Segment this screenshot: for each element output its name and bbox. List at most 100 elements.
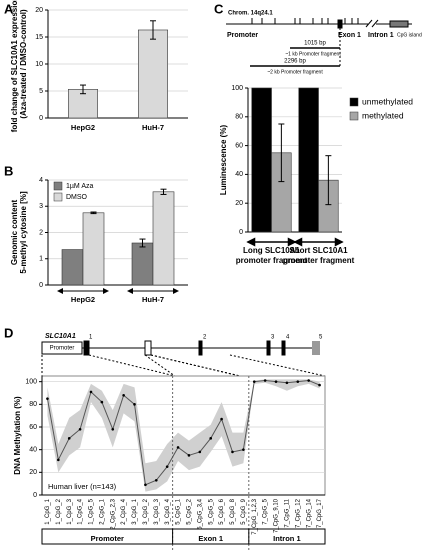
cpg-ticks [251, 18, 359, 24]
x-tick-label: 5_CpG_3,4 [197, 498, 203, 529]
x-tick-label: Long SLC10A1 promoter fragment [235, 246, 308, 265]
x-tick-label: 3_CpG_4 [165, 498, 171, 524]
short-label: ~1 kb Promoter fragment [285, 51, 341, 57]
y-tick-label: 20 [29, 469, 37, 476]
x-tick-label: Short SLC10A1 promoter fragment [282, 246, 355, 265]
long-label: ~2 kb Promoter fragment [267, 69, 323, 75]
point [307, 379, 310, 382]
y-axis-label: Genomic content [10, 199, 19, 265]
point [318, 383, 321, 387]
short-bp: 1015 bp [304, 41, 326, 47]
x-tick-label: 3_CpG_1 [132, 498, 138, 524]
point [252, 380, 256, 383]
x-tick-label: 5_CpG_2 [187, 498, 193, 524]
x-tick-label: HuH-7 [142, 295, 164, 304]
annotation: Human liver (n=143) [48, 482, 117, 491]
y-axis-label: 5-methyl cytosine [%] [19, 191, 28, 274]
x-tick-label: 7_CpG_17 [317, 498, 323, 528]
y-axis-label: fold change of SLC10A1 expression [10, 0, 19, 132]
y-tick-label: 100 [25, 379, 37, 386]
legend-swatch [53, 192, 63, 202]
exon-number: 5 [319, 335, 323, 341]
bar [251, 87, 272, 233]
point [111, 427, 115, 431]
exon-number: 1 [89, 335, 93, 341]
panel-letter: D [4, 325, 13, 340]
y-tick-label: 80 [29, 401, 37, 408]
y-tick-label: 40 [235, 171, 243, 178]
x-tick-label: 2_CpG_2,3 [110, 498, 116, 529]
point [209, 437, 213, 440]
bar [82, 212, 105, 286]
x-tick-label: HepG2 [71, 123, 95, 132]
y-tick-label: 10 [35, 61, 43, 68]
y-tick-label: 60 [235, 142, 243, 149]
point [67, 437, 71, 440]
x-tick-label: 1_CpG_1 [45, 498, 51, 524]
y-tick-label: 20 [235, 200, 243, 207]
x-tick-label: 7_CpG_1,2,3 [252, 498, 258, 534]
y-axis-label: Luminescence (%) [219, 125, 228, 196]
section-box [41, 528, 326, 545]
point [144, 483, 147, 487]
y-tick-label: 3 [39, 203, 43, 210]
gene-promoter: Promoter [50, 346, 75, 352]
bar [298, 87, 319, 233]
section-label: Intron 1 [273, 534, 301, 543]
bar [138, 29, 169, 119]
point [57, 458, 60, 462]
x-tick-label: 1_CpG_3 [67, 498, 73, 524]
x-tick-label: 3_CpG_2 [143, 498, 149, 524]
intron-label: Intron 1 [368, 32, 394, 39]
point [242, 448, 245, 451]
panel-letter: A [4, 1, 14, 16]
exon-number: 3 [271, 335, 275, 341]
bar [61, 249, 84, 286]
legend-label: methylated [362, 110, 404, 120]
d-gene [41, 340, 326, 377]
point [89, 390, 93, 394]
y-tick-label: 2 [39, 229, 43, 236]
y-tick-label: 60 [29, 424, 37, 431]
point [198, 450, 202, 454]
y-tick-label: 80 [235, 114, 243, 121]
x-tick-label: 5_CpG_6 [219, 498, 225, 524]
point [263, 379, 267, 382]
section-label: Exon 1 [198, 534, 223, 543]
x-tick-label: 5_CpG_5 [208, 498, 214, 524]
legend-swatch [349, 97, 359, 107]
legend-label: 1µM Aza [66, 183, 93, 190]
plot-area [41, 375, 326, 496]
x-tick-box: Short SLC10A1 promoter fragment [282, 246, 355, 265]
gene-name: SLC10A1 [45, 333, 76, 340]
y-axis-label: DNA Methylation (%) [13, 396, 22, 475]
exon-number: 4 [286, 335, 290, 341]
x-tick-label: HepG2 [71, 295, 95, 304]
x-tick-label: 7_CpG_5 [263, 498, 269, 524]
point [78, 427, 82, 431]
long-bp: 2296 bp [284, 59, 306, 65]
y-tick-label: 20 [35, 7, 43, 14]
bar [131, 242, 154, 286]
point [274, 380, 278, 383]
y-tick-label: 15 [35, 34, 43, 41]
y-tick-label: 1 [39, 256, 43, 263]
point [133, 403, 136, 406]
point [220, 417, 223, 421]
y-tick-label: 0 [239, 229, 243, 236]
section-label: Promoter [91, 534, 124, 543]
panel-letter: C [214, 1, 224, 16]
x-tick-label: HuH-7 [142, 123, 164, 132]
bar [152, 191, 175, 286]
y-tick-label: 100 [231, 85, 243, 92]
promoter-label: Promoter [227, 32, 258, 39]
y-tick-label: 0 [39, 115, 43, 122]
x-tick-label: 7_CpG_11 [284, 498, 290, 527]
x-tick-label: 5_CpG_1 [176, 498, 182, 524]
point [100, 400, 104, 404]
point [176, 446, 180, 449]
y-tick-label: 40 [29, 447, 37, 454]
point [122, 393, 125, 397]
x-tick-label: 7_CpG_14 [306, 498, 312, 528]
